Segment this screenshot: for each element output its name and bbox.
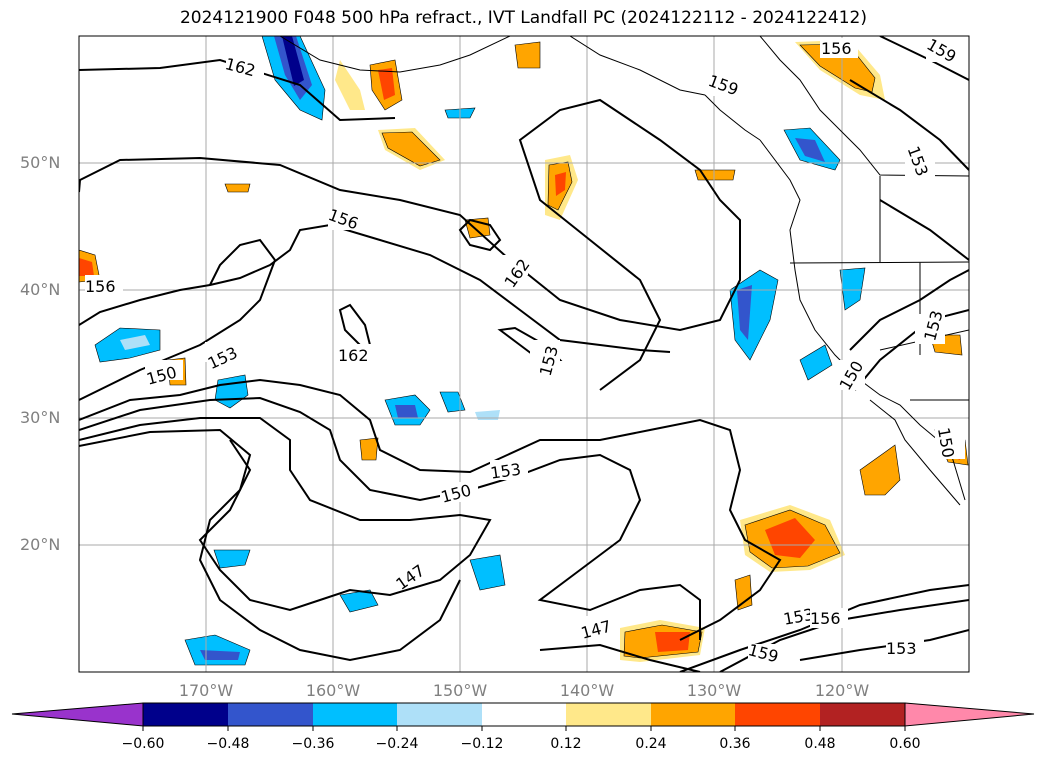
state-borders bbox=[789, 176, 969, 401]
orange-patch bbox=[335, 60, 365, 110]
blue-patch bbox=[282, 36, 304, 86]
north-america-coast bbox=[704, 36, 969, 506]
lon-label: 150°W bbox=[432, 681, 488, 700]
blue-patch bbox=[469, 554, 506, 591]
orange-patch bbox=[79, 258, 94, 276]
colorbar-segment bbox=[735, 703, 820, 726]
colorbar-segment bbox=[397, 703, 482, 726]
lon-label: 130°W bbox=[686, 681, 742, 700]
colorbar-extend-high bbox=[904, 702, 1035, 727]
contour-label: 156 bbox=[85, 277, 116, 296]
colorbar-tick-label: −0.12 bbox=[460, 736, 504, 752]
colorbar-segment bbox=[482, 703, 566, 726]
orange-patch bbox=[359, 437, 379, 461]
lat-label: 40°N bbox=[20, 280, 61, 299]
blue-patch bbox=[213, 549, 251, 569]
orange-patch bbox=[555, 172, 566, 196]
orange-patch bbox=[224, 183, 251, 193]
colorbar-segment bbox=[651, 703, 735, 726]
orange-patch bbox=[765, 518, 815, 558]
lon-label: 160°W bbox=[305, 681, 361, 700]
colorbar-segment bbox=[228, 703, 313, 726]
colorbar-tick-label: 0.24 bbox=[635, 736, 667, 752]
blue-patch bbox=[395, 405, 418, 418]
contour-label: 156 bbox=[810, 609, 841, 628]
orange-patch bbox=[655, 632, 690, 652]
lon-label: 140°W bbox=[559, 681, 615, 700]
colorbar-tick-label: −0.48 bbox=[206, 736, 250, 752]
blue-patch bbox=[439, 391, 466, 413]
shaded-fields bbox=[79, 36, 969, 666]
colorbar bbox=[11, 702, 1035, 731]
orange-patch bbox=[514, 41, 541, 69]
colorbar-tick-label: 0.60 bbox=[889, 736, 921, 752]
colorbar-extend-low bbox=[11, 702, 144, 727]
colorbar-tick-label: −0.36 bbox=[291, 736, 335, 752]
lon-label: 120°W bbox=[814, 681, 870, 700]
negative-anomaly-patches bbox=[94, 36, 866, 666]
orange-patch bbox=[859, 444, 901, 496]
colorbar-segment bbox=[820, 703, 905, 726]
map-title: 2024121900 F048 500 hPa refract., IVT La… bbox=[179, 8, 867, 28]
contour-label: 153 bbox=[886, 639, 917, 658]
map-frame bbox=[78, 35, 970, 673]
blue-patch bbox=[799, 344, 833, 381]
contour-label: 156 bbox=[821, 39, 852, 58]
blue-patch bbox=[120, 335, 150, 350]
lat-label: 30°N bbox=[20, 408, 61, 427]
colorbar-tick-label: 0.12 bbox=[550, 736, 582, 752]
blue-patch bbox=[184, 634, 251, 666]
contour-labels: 162 159 156 159 156 153 156 162 162 153 … bbox=[85, 35, 965, 666]
lat-label: 50°N bbox=[20, 153, 61, 172]
blue-patch bbox=[795, 138, 825, 162]
blue-patch bbox=[737, 285, 752, 340]
contour-label: 162 bbox=[338, 346, 369, 365]
coastlines bbox=[279, 36, 969, 506]
colorbar-tick-label: 0.36 bbox=[719, 736, 751, 752]
colorbar-segment bbox=[313, 703, 397, 726]
alaska-coast bbox=[279, 36, 706, 96]
lon-label: 170°W bbox=[178, 681, 234, 700]
blue-patch bbox=[214, 374, 249, 409]
contour-label: 153 bbox=[489, 460, 522, 483]
blue-patch bbox=[839, 267, 866, 311]
orange-patch bbox=[734, 574, 753, 611]
colorbar-tick-label: −0.60 bbox=[121, 736, 165, 752]
orange-patch bbox=[378, 68, 395, 100]
lat-label: 20°N bbox=[20, 535, 61, 554]
colorbar-segment bbox=[143, 703, 228, 726]
colorbar-tick-label: −0.24 bbox=[375, 736, 419, 752]
blue-patch bbox=[200, 650, 240, 660]
colorbar-segment bbox=[566, 703, 651, 726]
colorbar-tick-label: 0.48 bbox=[804, 736, 836, 752]
